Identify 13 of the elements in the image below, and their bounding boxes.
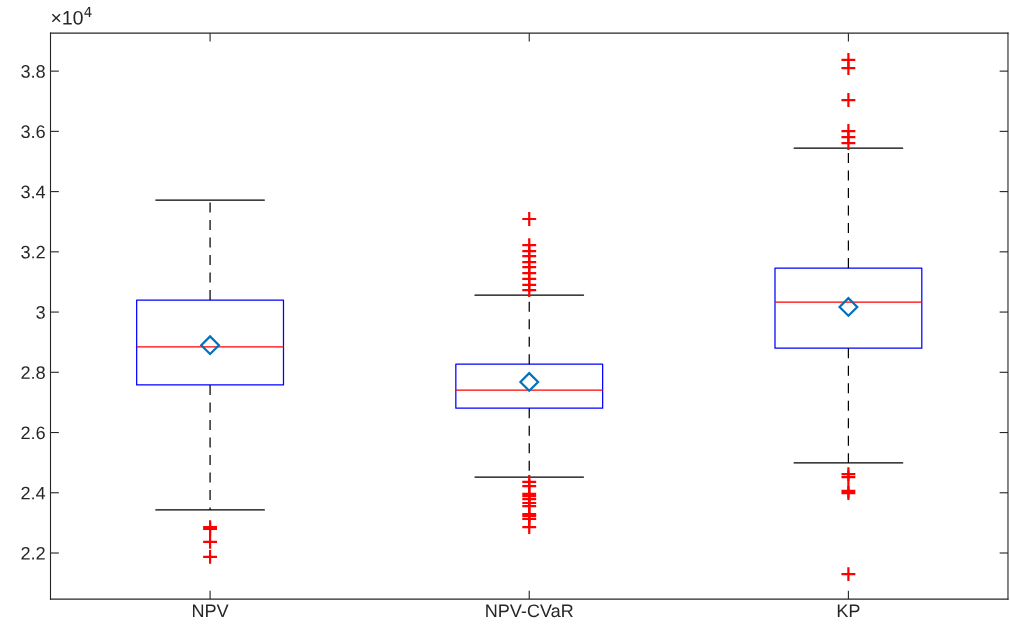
x-tick-label: NPV-CVaR (486, 604, 573, 618)
x-tick-label: NPV (193, 604, 229, 618)
text: ×10$^{4}$ (51, 7, 92, 25)
y-tick-label: 3.4 (21, 185, 46, 199)
y-tick-label: 2.6 (21, 426, 45, 440)
y-tick-label: 3 (36, 306, 45, 319)
y-tick-label: 2.8 (21, 366, 45, 380)
y-tick-label: 3.6 (21, 125, 45, 139)
y-tick-label: 3.2 (21, 245, 45, 259)
x-tick-label: KP (837, 604, 860, 618)
y-tick-label: 2.4 (21, 486, 46, 500)
y-tick-label: 2.2 (21, 546, 45, 560)
y-tick-label: 3.8 (21, 65, 45, 78)
